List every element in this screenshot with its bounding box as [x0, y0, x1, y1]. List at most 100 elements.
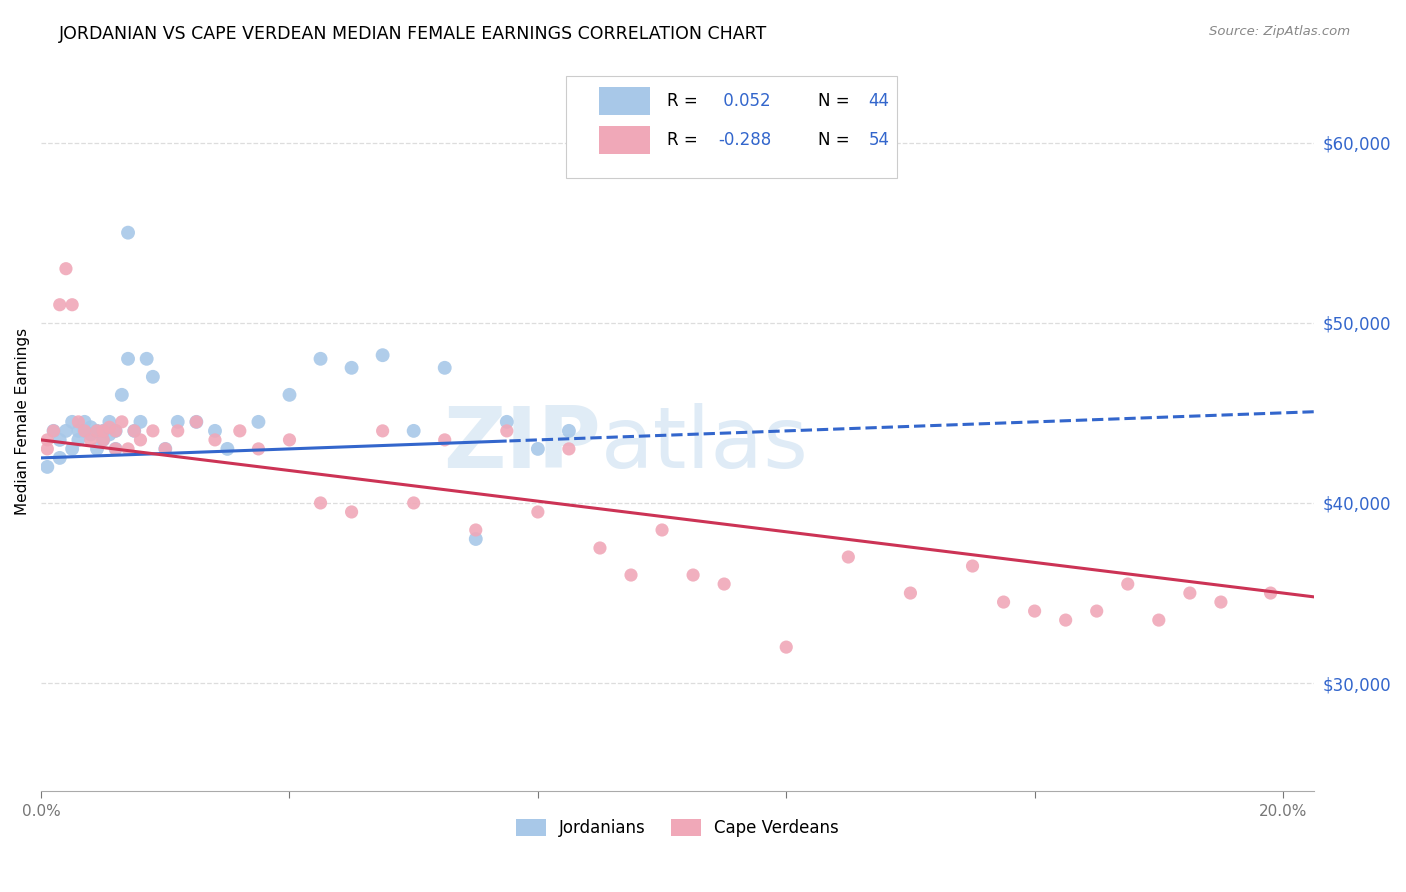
Text: R =: R = — [668, 92, 703, 111]
Point — [80, 420, 103, 434]
Point — [247, 442, 270, 456]
Point — [1024, 604, 1046, 618]
Point — [247, 415, 270, 429]
Point — [129, 415, 152, 429]
Point — [104, 424, 127, 438]
Point — [91, 424, 114, 438]
Point — [42, 424, 65, 438]
Point — [371, 348, 394, 362]
Point — [86, 424, 108, 438]
Point — [55, 424, 77, 438]
Point — [900, 586, 922, 600]
Point — [122, 424, 145, 438]
Point — [37, 433, 59, 447]
Point — [371, 424, 394, 438]
Point — [495, 415, 517, 429]
Point — [129, 433, 152, 447]
Point — [117, 226, 139, 240]
FancyBboxPatch shape — [599, 87, 650, 115]
Point — [495, 424, 517, 438]
Point — [340, 360, 363, 375]
Point — [651, 523, 673, 537]
Text: R =: R = — [668, 131, 703, 149]
Point — [402, 496, 425, 510]
Y-axis label: Median Female Earnings: Median Female Earnings — [15, 328, 30, 516]
Point — [1147, 613, 1170, 627]
Point — [67, 424, 90, 438]
Point — [60, 415, 83, 429]
Point — [527, 442, 550, 456]
Point — [464, 532, 486, 546]
Point — [73, 415, 96, 429]
Point — [111, 415, 134, 429]
Point — [91, 424, 114, 438]
Point — [91, 433, 114, 447]
Point — [620, 568, 643, 582]
Point — [217, 442, 239, 456]
Text: 0.052: 0.052 — [718, 92, 770, 111]
Point — [1178, 586, 1201, 600]
Text: atlas: atlas — [602, 402, 810, 485]
Text: ZIP: ZIP — [443, 402, 602, 485]
Point — [1116, 577, 1139, 591]
Point — [155, 442, 177, 456]
Point — [229, 424, 252, 438]
Point — [775, 640, 797, 654]
FancyBboxPatch shape — [565, 76, 897, 178]
Point — [433, 360, 456, 375]
Point — [104, 424, 127, 438]
Point — [186, 415, 208, 429]
Point — [278, 388, 301, 402]
Point — [278, 433, 301, 447]
Point — [122, 424, 145, 438]
Point — [682, 568, 704, 582]
Point — [117, 442, 139, 456]
Point — [837, 549, 859, 564]
Point — [713, 577, 735, 591]
Point — [309, 351, 332, 366]
Point — [558, 442, 581, 456]
Point — [142, 424, 165, 438]
Point — [1054, 613, 1077, 627]
Point — [186, 415, 208, 429]
Point — [37, 442, 59, 456]
Point — [37, 459, 59, 474]
Point — [104, 442, 127, 456]
Point — [86, 424, 108, 438]
Point — [80, 433, 103, 447]
FancyBboxPatch shape — [599, 127, 650, 154]
Point — [98, 420, 121, 434]
Point — [1209, 595, 1232, 609]
Point — [1260, 586, 1282, 600]
Point — [48, 450, 70, 465]
Point — [204, 433, 226, 447]
Point — [340, 505, 363, 519]
Point — [166, 424, 188, 438]
Point — [402, 424, 425, 438]
Point — [309, 496, 332, 510]
Point — [155, 442, 177, 456]
Legend: Jordanians, Cape Verdeans: Jordanians, Cape Verdeans — [508, 811, 848, 846]
Point — [42, 424, 65, 438]
Point — [111, 388, 134, 402]
Point — [527, 505, 550, 519]
Point — [86, 442, 108, 456]
Point — [98, 415, 121, 429]
Point — [135, 351, 157, 366]
Text: N =: N = — [818, 92, 855, 111]
Point — [558, 424, 581, 438]
Point — [204, 424, 226, 438]
Point — [73, 424, 96, 438]
Point — [48, 298, 70, 312]
Text: 54: 54 — [869, 131, 890, 149]
Point — [464, 523, 486, 537]
Point — [104, 442, 127, 456]
Point — [993, 595, 1015, 609]
Point — [80, 427, 103, 442]
Text: -0.288: -0.288 — [718, 131, 772, 149]
Point — [91, 433, 114, 447]
Point — [117, 351, 139, 366]
Point — [67, 433, 90, 447]
Point — [55, 261, 77, 276]
Point — [589, 541, 612, 555]
